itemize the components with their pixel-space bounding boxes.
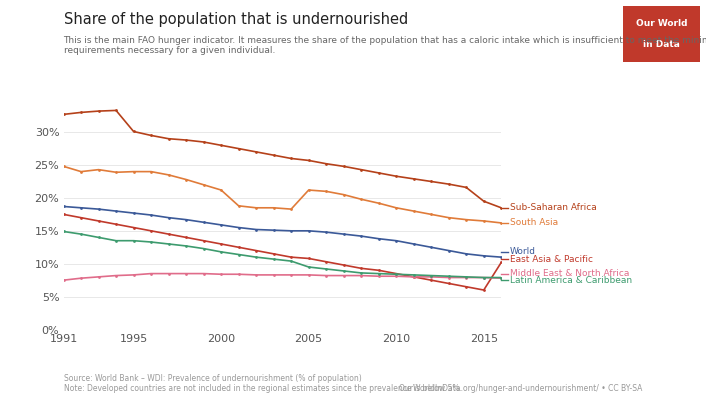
Text: This is the main FAO hunger indicator. It measures the share of the population t: This is the main FAO hunger indicator. I…	[64, 36, 706, 55]
Text: Latin America & Caribbean: Latin America & Caribbean	[510, 276, 632, 285]
Text: East Asia & Pacific: East Asia & Pacific	[510, 254, 593, 264]
Text: World: World	[510, 247, 536, 256]
Text: OurWorldInData.org/hunger-and-undernourishment/ • CC BY-SA: OurWorldInData.org/hunger-and-undernouri…	[399, 384, 642, 393]
Text: Sub-Saharan Africa: Sub-Saharan Africa	[510, 203, 597, 212]
Text: Share of the population that is undernourished: Share of the population that is undernou…	[64, 12, 408, 27]
Text: Source: World Bank – WDI: Prevalence of undernourishment (% of population)
Note:: Source: World Bank – WDI: Prevalence of …	[64, 374, 462, 393]
Text: South Asia: South Asia	[510, 218, 558, 227]
Text: in Data: in Data	[643, 40, 680, 49]
Text: Our World: Our World	[636, 19, 687, 28]
Text: Middle East & North Africa: Middle East & North Africa	[510, 269, 629, 278]
